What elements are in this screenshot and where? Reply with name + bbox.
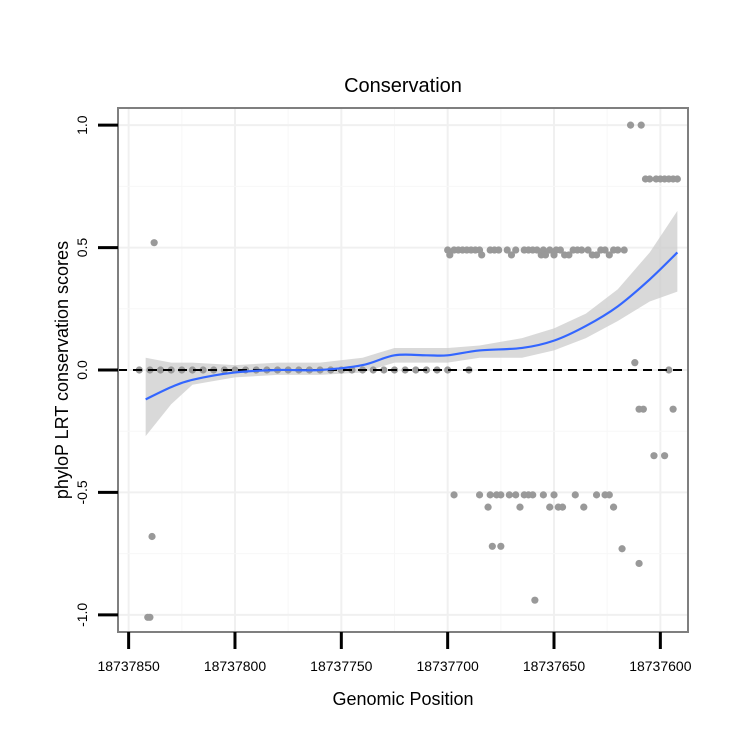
data-point bbox=[531, 596, 539, 604]
data-point bbox=[516, 503, 524, 511]
data-point bbox=[156, 366, 165, 374]
confidence-band-area bbox=[145, 210, 678, 437]
data-point bbox=[665, 366, 673, 374]
data-point bbox=[412, 366, 420, 374]
data-point bbox=[450, 491, 458, 499]
data-point bbox=[546, 503, 554, 511]
data-point bbox=[592, 251, 601, 259]
x-tick-label: 18737600 bbox=[629, 658, 692, 674]
data-point bbox=[484, 503, 492, 511]
data-point bbox=[601, 246, 609, 254]
y-tick-label: 1.0 bbox=[74, 115, 90, 135]
x-axis-label: Genomic Position bbox=[332, 689, 473, 709]
data-point bbox=[539, 491, 547, 499]
data-point bbox=[497, 542, 505, 550]
y-axis-label: phyloP LRT conservation scores bbox=[52, 241, 72, 499]
x-tick-label: 18737650 bbox=[523, 658, 586, 674]
x-tick-label: 18737700 bbox=[417, 658, 480, 674]
data-point bbox=[609, 503, 618, 511]
data-point bbox=[646, 175, 654, 183]
data-point bbox=[618, 545, 626, 553]
data-point bbox=[486, 491, 494, 499]
data-point bbox=[669, 405, 677, 413]
data-point bbox=[446, 251, 454, 259]
data-point bbox=[444, 366, 452, 374]
data-point bbox=[478, 251, 486, 259]
data-point bbox=[635, 559, 643, 568]
data-point bbox=[497, 491, 505, 499]
data-point bbox=[188, 366, 197, 374]
y-tick-label: 0.0 bbox=[74, 360, 90, 380]
data-point bbox=[550, 491, 558, 499]
data-point bbox=[605, 491, 613, 499]
data-point bbox=[637, 121, 645, 129]
data-point bbox=[661, 452, 669, 460]
data-point bbox=[505, 491, 513, 499]
data-point bbox=[578, 246, 586, 254]
data-point bbox=[580, 503, 588, 511]
data-point bbox=[605, 251, 613, 259]
loess-fit-path bbox=[145, 251, 679, 401]
data-point bbox=[650, 452, 658, 460]
data-point bbox=[673, 175, 681, 183]
data-point bbox=[507, 251, 516, 259]
data-point bbox=[592, 491, 601, 499]
y-axis: -1.0 -0.5 0.0 0.5 1.0 bbox=[74, 115, 118, 627]
data-point bbox=[631, 359, 639, 367]
data-point bbox=[541, 251, 550, 259]
data-points bbox=[135, 121, 681, 621]
data-point bbox=[199, 366, 207, 374]
x-tick-label: 18737850 bbox=[97, 658, 160, 674]
x-axis: 18737850 18737800 18737750 18737700 18737650… bbox=[97, 632, 692, 674]
data-point bbox=[639, 405, 647, 413]
confidence-band bbox=[145, 210, 678, 437]
data-point bbox=[533, 246, 541, 254]
data-point bbox=[529, 491, 537, 499]
data-point bbox=[558, 503, 567, 511]
data-point bbox=[475, 491, 484, 499]
data-point bbox=[565, 251, 573, 259]
data-point bbox=[614, 246, 622, 254]
x-tick-label: 18737750 bbox=[310, 658, 373, 674]
data-point bbox=[488, 542, 496, 550]
data-point bbox=[584, 246, 592, 254]
chart-title: Conservation bbox=[344, 75, 462, 97]
data-point bbox=[495, 246, 503, 254]
data-point bbox=[620, 246, 628, 254]
y-tick-label: -1.0 bbox=[74, 603, 90, 627]
data-point bbox=[512, 246, 520, 254]
data-point bbox=[503, 246, 511, 254]
data-point bbox=[556, 246, 564, 254]
data-point bbox=[512, 491, 520, 499]
data-point bbox=[626, 121, 635, 129]
loess-fit-line bbox=[145, 251, 679, 401]
data-point bbox=[546, 246, 554, 254]
data-point bbox=[150, 239, 158, 247]
data-point bbox=[146, 613, 154, 621]
x-tick-label: 18737800 bbox=[204, 658, 267, 674]
data-point bbox=[148, 532, 156, 541]
y-tick-label: -0.5 bbox=[74, 480, 90, 504]
y-tick-label: 0.5 bbox=[74, 238, 90, 258]
data-point bbox=[571, 491, 579, 499]
data-point bbox=[380, 366, 388, 374]
